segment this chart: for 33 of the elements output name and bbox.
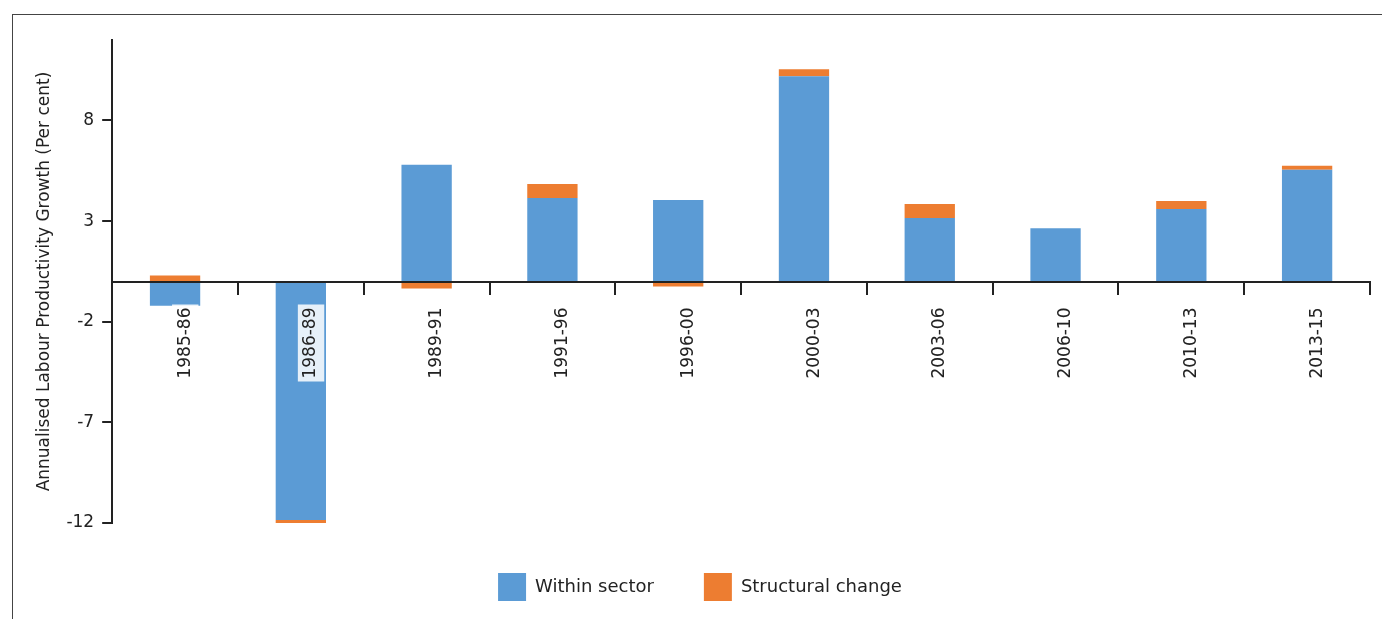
x-tick-label: 2010-13 [1179,307,1200,379]
bar [1030,228,1081,282]
bar [1156,201,1207,210]
bar [149,275,201,282]
x-tick-label: 1996-00 [676,307,697,379]
bar [527,183,578,198]
bar [904,218,955,282]
bar [904,204,955,219]
bar [1281,165,1333,170]
x-tick-label: 1991-96 [551,307,572,379]
bar [401,164,452,282]
y-tick-label: -7 [77,410,95,431]
y-axis-title: Annualised Labour Productivity Growth (Per cent) [32,71,53,492]
y-tick-label: -2 [77,310,95,331]
y-tick-label: 3 [83,209,95,230]
x-tick-label: 1989-91 [425,307,446,379]
bar [1156,209,1207,282]
y-tick-label: -12 [66,511,95,532]
bar [653,199,704,282]
bar [275,519,326,523]
x-tick-label: 2000-03 [802,307,823,379]
bar [1281,169,1333,282]
x-tick-label: 2013-15 [1305,307,1326,379]
legend-label: Structural change [740,574,902,596]
x-tick-label: 1985-86 [173,307,194,379]
x-tick-label: 2003-06 [928,307,949,379]
bar [778,69,830,77]
bar [527,197,578,282]
x-tick-label: 2006-10 [1054,307,1075,379]
y-tick-label: 8 [83,108,95,129]
x-tick-label: 1986-89 [299,307,320,379]
legend-label: Within sector [535,574,655,596]
bar [778,76,830,282]
